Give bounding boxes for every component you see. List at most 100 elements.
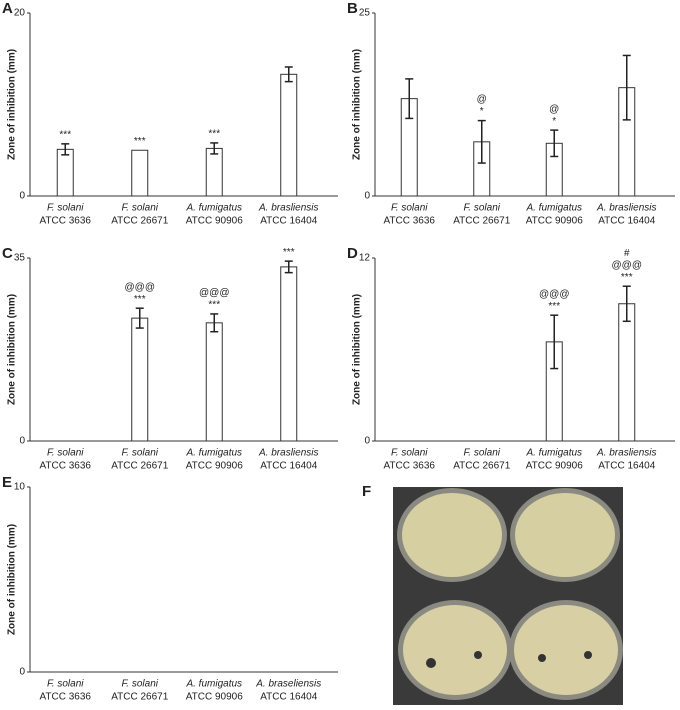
y-axis-label: Zone of inhibition (mm) (7, 49, 18, 160)
bar (205, 147, 223, 197)
panel-label: D (347, 245, 358, 262)
x-tick-label: ATCC 3636 (39, 216, 91, 227)
annotation: * (480, 106, 484, 117)
y-tick-label: 0 (19, 667, 25, 678)
bar (280, 266, 298, 442)
y-tick-label: 10 (14, 482, 26, 493)
error-bar (61, 143, 70, 156)
annotation: @@@ (125, 282, 155, 293)
x-tick-label: ATCC 3636 (39, 461, 91, 472)
error-bar (284, 260, 293, 274)
x-tick-label: ATCC 16404 (598, 461, 656, 472)
x-tick-label: ATCC 90906 (186, 461, 244, 472)
y-axis-label: Zone of inhibition (mm) (7, 524, 18, 635)
error-bar (622, 285, 631, 323)
x-tick-label: A. brasliensis (258, 448, 318, 459)
x-tick-label: F. solani (391, 203, 428, 214)
x-tick-label: ATCC 90906 (526, 216, 584, 227)
x-tick-label: ATCC 26671 (453, 461, 511, 472)
x-tick-label: ATCC 26671 (111, 216, 169, 227)
x-tick-label: F. solani (47, 679, 84, 690)
x-tick-label: A. fumigatus (185, 203, 242, 214)
annotation: @@@ (539, 289, 569, 300)
y-tick-label: 0 (19, 191, 25, 202)
annotation: *** (134, 294, 146, 305)
x-tick-label: ATCC 26671 (111, 692, 169, 703)
x-tick-label: F. solani (121, 679, 158, 690)
error-bar (405, 78, 414, 120)
x-tick-label: A. braseliensis (255, 679, 321, 690)
error-bar (210, 142, 219, 155)
annotation: *** (208, 300, 220, 311)
y-axis-label: Zone of inhibition (mm) (7, 294, 18, 405)
annotation: *** (134, 136, 146, 147)
x-tick-label: A. brasliensis (258, 203, 318, 214)
error-bar (550, 129, 559, 158)
x-tick-label: A. fumigatus (525, 448, 582, 459)
bar (56, 148, 74, 197)
y-axis-label: Zone of inhibition (mm) (352, 49, 363, 160)
x-tick-label: ATCC 16404 (598, 216, 656, 227)
y-tick-label: 20 (14, 8, 26, 19)
bar (131, 149, 149, 197)
x-tick-label: ATCC 16404 (260, 461, 318, 472)
x-tick-label: ATCC 3636 (383, 461, 435, 472)
annotation: @@@ (612, 260, 642, 271)
annotation: @ (549, 104, 559, 115)
bar (280, 73, 298, 197)
annotation: @ (477, 94, 487, 105)
annotation: *** (283, 247, 295, 258)
panel-label: A (2, 0, 13, 17)
x-tick-label: F. solani (463, 203, 500, 214)
x-tick-label: ATCC 16404 (260, 216, 318, 227)
panel-label: B (347, 0, 358, 17)
error-bar (477, 119, 486, 164)
x-tick-label: A. fumigatus (525, 203, 582, 214)
annotation: *** (548, 301, 560, 312)
y-tick-label: 12 (359, 253, 371, 264)
bar (131, 317, 149, 442)
x-tick-label: A. fumigatus (185, 679, 242, 690)
panel-label: F (362, 483, 371, 500)
x-tick-label: ATCC 16404 (260, 692, 318, 703)
y-tick-label: 0 (364, 191, 370, 202)
x-tick-label: ATCC 26671 (111, 461, 169, 472)
annotation: *** (59, 129, 71, 140)
annotation: * (552, 116, 556, 127)
x-tick-label: ATCC 26671 (453, 216, 511, 227)
y-tick-label: 0 (19, 436, 25, 447)
bar (618, 303, 636, 442)
error-bar (135, 307, 144, 329)
x-tick-label: ATCC 90906 (186, 692, 244, 703)
bar (205, 322, 223, 442)
annotation: *** (208, 129, 220, 140)
annotation: # (624, 248, 630, 259)
y-tick-label: 25 (359, 8, 371, 19)
x-tick-label: ATCC 90906 (186, 216, 244, 227)
panel-label: E (2, 474, 12, 491)
annotation: @@@ (199, 288, 229, 299)
error-bar (550, 314, 559, 370)
error-bar (622, 54, 631, 121)
x-tick-label: F. solani (463, 448, 500, 459)
x-tick-label: A. fumigatus (185, 448, 242, 459)
y-axis-label: Zone of inhibition (mm) (352, 294, 363, 405)
x-tick-label: ATCC 3636 (39, 692, 91, 703)
plate-photo (393, 487, 623, 705)
error-bar (210, 313, 219, 333)
x-tick-label: ATCC 90906 (526, 461, 584, 472)
y-tick-label: 0 (364, 436, 370, 447)
y-tick-label: 35 (14, 253, 26, 264)
x-tick-label: F. solani (47, 203, 84, 214)
panel-label: C (2, 245, 13, 262)
annotation: *** (621, 272, 633, 283)
x-tick-label: F. solani (47, 448, 84, 459)
error-bar (284, 66, 293, 83)
x-tick-label: F. solani (391, 448, 428, 459)
x-tick-label: A. brasliensis (596, 203, 656, 214)
x-tick-label: F. solani (121, 448, 158, 459)
x-tick-label: A. brasliensis (596, 448, 656, 459)
x-tick-label: ATCC 3636 (383, 216, 435, 227)
x-tick-label: F. solani (121, 203, 158, 214)
